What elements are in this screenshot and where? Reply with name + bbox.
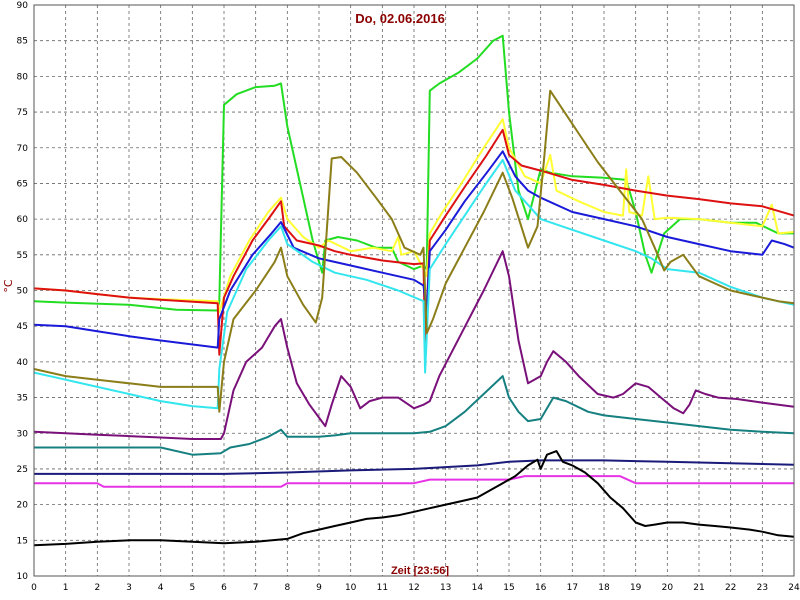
y-tick-label: 85	[17, 37, 28, 47]
x-tick-label: 18	[598, 583, 610, 593]
series-line-2	[33, 118, 795, 313]
series-layer	[33, 34, 795, 547]
x-tick-label: 0	[31, 583, 37, 593]
y-tick-label: 25	[17, 465, 28, 475]
plot-frame	[33, 4, 795, 577]
series-line-6	[33, 89, 795, 413]
y-tick-label: 60	[17, 215, 29, 225]
y-tick-label: 70	[17, 144, 29, 154]
x-tick-label: 24	[788, 583, 800, 593]
y-tick-label: 50	[17, 287, 29, 297]
y-tick-label: 35	[17, 394, 28, 404]
x-tick-label: 16	[535, 583, 547, 593]
y-tick-label: 30	[17, 429, 29, 439]
x-tick-label: 17	[567, 583, 578, 593]
y-tick-label: 90	[17, 1, 29, 11]
x-tick-label: 19	[630, 583, 642, 593]
x-tick-label: 10	[345, 583, 357, 593]
series-line-11	[33, 450, 795, 547]
y-tick-label: 10	[17, 572, 29, 582]
x-tick-label: 12	[408, 583, 419, 593]
y-tick-label: 75	[17, 108, 28, 118]
series-line-5	[33, 158, 795, 410]
x-tick-label: 5	[189, 583, 195, 593]
series-line-7	[33, 250, 795, 440]
series-line-3	[33, 128, 795, 356]
x-tick-label: 7	[253, 583, 259, 593]
x-tick-label: 1	[63, 583, 69, 593]
x-tick-labels: 0 1 2 3 4 5 6 7 8 9 10 11 12 13 14 15 16 17 18 19 20 21 22 23 24	[31, 583, 800, 593]
x-tick-label: 21	[693, 583, 704, 593]
x-tick-label: 22	[725, 583, 736, 593]
x-tick-label: 2	[94, 583, 100, 593]
x-tick-label: 8	[284, 583, 290, 593]
gridlines	[33, 4, 795, 577]
y-tick-label: 15	[17, 536, 28, 546]
x-tick-label: 4	[158, 583, 164, 593]
y-tick-label: 40	[17, 358, 29, 368]
series-line-9	[34, 459, 795, 475]
x-tick-label: 13	[440, 583, 451, 593]
y-tick-label: 45	[17, 322, 28, 332]
x-tick-label: 15	[503, 583, 514, 593]
x-tick-label: 11	[377, 583, 388, 593]
y-tick-label: 80	[17, 72, 29, 82]
x-tick-label: 9	[316, 583, 322, 593]
y-axis-label: °C	[2, 279, 15, 293]
x-tick-label: 20	[662, 583, 674, 593]
x-tick-label: 23	[757, 583, 768, 593]
x-tick-label: 6	[221, 583, 227, 593]
y-tick-labels: 10 15 20 25 30 35 40 45 50 55 60 65 70 75 80 85 90	[17, 1, 29, 582]
chart-title: Do, 02.06.2016	[355, 11, 445, 26]
y-tick-label: 20	[17, 501, 29, 511]
series-line-10	[34, 475, 794, 488]
x-tick-label: 14	[472, 583, 484, 593]
series-line-8	[34, 375, 795, 456]
x-tick-label: 3	[126, 583, 132, 593]
series-line-1	[33, 34, 794, 312]
y-tick-label: 55	[17, 251, 28, 261]
x-axis-label: Zeit [23:56]	[391, 565, 449, 577]
y-tick-label: 65	[17, 179, 28, 189]
